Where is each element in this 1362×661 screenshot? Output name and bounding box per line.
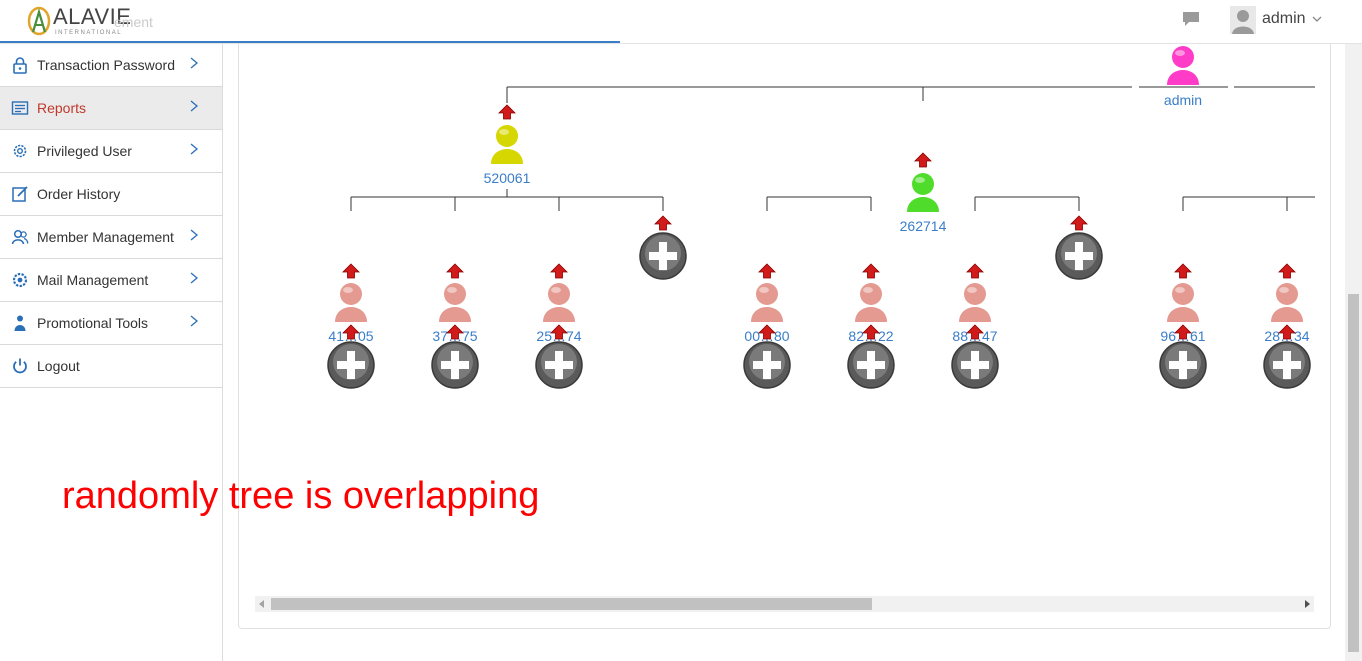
logo-mark-icon	[27, 6, 51, 36]
member-node-avatar[interactable]	[907, 173, 939, 212]
member-id-label[interactable]: 520061	[484, 170, 531, 186]
member-node-avatar[interactable]	[439, 283, 471, 322]
content-panel	[238, 44, 1331, 629]
sidebar-item-member-management[interactable]: Member Management	[0, 216, 222, 259]
move-up-arrow-icon[interactable]	[914, 152, 932, 168]
person-icon	[14, 315, 26, 331]
move-up-arrow-icon[interactable]	[862, 324, 880, 340]
sidebar-item-label: Order History	[37, 186, 121, 202]
chevron-right-icon	[190, 100, 199, 112]
add-member-button[interactable]	[639, 232, 687, 280]
scroll-thumb[interactable]	[271, 598, 872, 610]
sidebar-item-label: Reports	[37, 100, 87, 116]
move-up-arrow-icon[interactable]	[342, 263, 360, 279]
sidebar-item-label: Logout	[37, 358, 80, 374]
member-node-avatar[interactable]	[751, 283, 783, 322]
avatar-icon[interactable]	[1230, 6, 1256, 34]
add-member-button[interactable]	[1263, 341, 1311, 389]
move-up-arrow-icon[interactable]	[446, 263, 464, 279]
add-member-button[interactable]	[431, 341, 479, 389]
sidebar-item-transaction-password[interactable]: Transaction Password	[0, 44, 222, 87]
power-icon	[13, 358, 27, 374]
move-up-arrow-icon[interactable]	[1174, 324, 1192, 340]
horizontal-scrollbar[interactable]	[255, 596, 1314, 612]
move-up-arrow-icon[interactable]	[966, 263, 984, 279]
member-node-avatar[interactable]	[543, 283, 575, 322]
member-id-label[interactable]: admin	[1164, 92, 1202, 108]
sidebar-item-reports[interactable]: Reports	[0, 87, 222, 130]
edit-icon	[12, 186, 28, 202]
member-node-avatar[interactable]	[1271, 283, 1303, 322]
move-up-arrow-icon[interactable]	[862, 263, 880, 279]
vertical-scroll-thumb[interactable]	[1348, 294, 1359, 652]
chevron-right-icon	[190, 143, 199, 155]
sidebar-item-privileged-user[interactable]: Privileged User	[0, 130, 222, 173]
move-up-arrow-icon[interactable]	[498, 104, 516, 120]
member-node-avatar[interactable]	[335, 283, 367, 322]
move-up-arrow-icon[interactable]	[966, 324, 984, 340]
add-member-button[interactable]	[1055, 232, 1103, 280]
sidebar-item-promotional-tools[interactable]: Promotional Tools	[0, 302, 222, 345]
gear-icon	[13, 144, 27, 158]
member-node-avatar[interactable]	[959, 283, 991, 322]
annotation-note: randomly tree is overlapping	[62, 475, 540, 517]
move-up-arrow-icon[interactable]	[342, 324, 360, 340]
chat-icon[interactable]	[1182, 11, 1200, 27]
move-up-arrow-icon[interactable]	[1174, 263, 1192, 279]
add-member-button[interactable]	[1159, 341, 1207, 389]
chevron-right-icon	[190, 57, 199, 69]
lock-icon	[13, 57, 27, 74]
sidebar-item-mail-management[interactable]: Mail Management	[0, 259, 222, 302]
move-up-arrow-icon[interactable]	[758, 263, 776, 279]
add-member-button[interactable]	[847, 341, 895, 389]
chevron-down-icon[interactable]	[1312, 14, 1322, 24]
cog-icon	[12, 272, 28, 288]
move-up-arrow-icon[interactable]	[446, 324, 464, 340]
loading-bar	[0, 41, 620, 43]
move-up-arrow-icon[interactable]	[550, 324, 568, 340]
user-menu-name[interactable]: admin	[1262, 10, 1306, 27]
brand-name: ALAVIE	[53, 4, 132, 29]
member-node-avatar[interactable]	[855, 283, 887, 322]
member-node-avatar[interactable]	[491, 125, 523, 164]
add-member-button[interactable]	[743, 341, 791, 389]
move-up-arrow-icon[interactable]	[1278, 263, 1296, 279]
sidebar-item-order-history[interactable]: Order History	[0, 173, 222, 216]
sidebar: Transaction Password Reports Privileged Us…	[0, 44, 223, 661]
hidden-menu-label: ement	[114, 14, 153, 30]
add-member-button[interactable]	[535, 341, 583, 389]
add-member-button[interactable]	[951, 341, 999, 389]
users-icon	[11, 229, 29, 245]
move-up-arrow-icon[interactable]	[758, 324, 776, 340]
sidebar-item-label: Promotional Tools	[37, 315, 149, 331]
brand-subtitle: INTERNATIONAL	[55, 30, 123, 36]
chevron-right-icon	[190, 229, 199, 241]
top-header: ALAVIE INTERNATIONAL ement admin	[0, 0, 1362, 44]
sidebar-item-label: Member Management	[37, 229, 174, 245]
move-up-arrow-icon[interactable]	[550, 263, 568, 279]
brand-logo[interactable]: ALAVIE INTERNATIONAL	[27, 4, 147, 38]
chevron-right-icon	[190, 272, 199, 284]
scroll-left-arrow[interactable]	[259, 600, 264, 608]
vertical-scrollbar[interactable]	[1345, 44, 1362, 661]
sidebar-item-logout[interactable]: Logout	[0, 345, 222, 388]
report-icon	[11, 101, 29, 115]
member-id-label[interactable]: 262714	[900, 218, 947, 234]
move-up-arrow-icon[interactable]	[1278, 324, 1296, 340]
member-admin-avatar[interactable]	[1167, 46, 1199, 85]
scroll-right-arrow[interactable]	[1305, 600, 1310, 608]
chevron-right-icon	[190, 315, 199, 327]
sidebar-item-label: Mail Management	[37, 272, 149, 288]
move-up-arrow-icon[interactable]	[1070, 215, 1088, 231]
add-member-button[interactable]	[327, 341, 375, 389]
sidebar-item-label: Transaction Password	[37, 57, 175, 73]
member-node-avatar[interactable]	[1167, 283, 1199, 322]
move-up-arrow-icon[interactable]	[654, 215, 672, 231]
sidebar-item-label: Privileged User	[37, 143, 132, 159]
